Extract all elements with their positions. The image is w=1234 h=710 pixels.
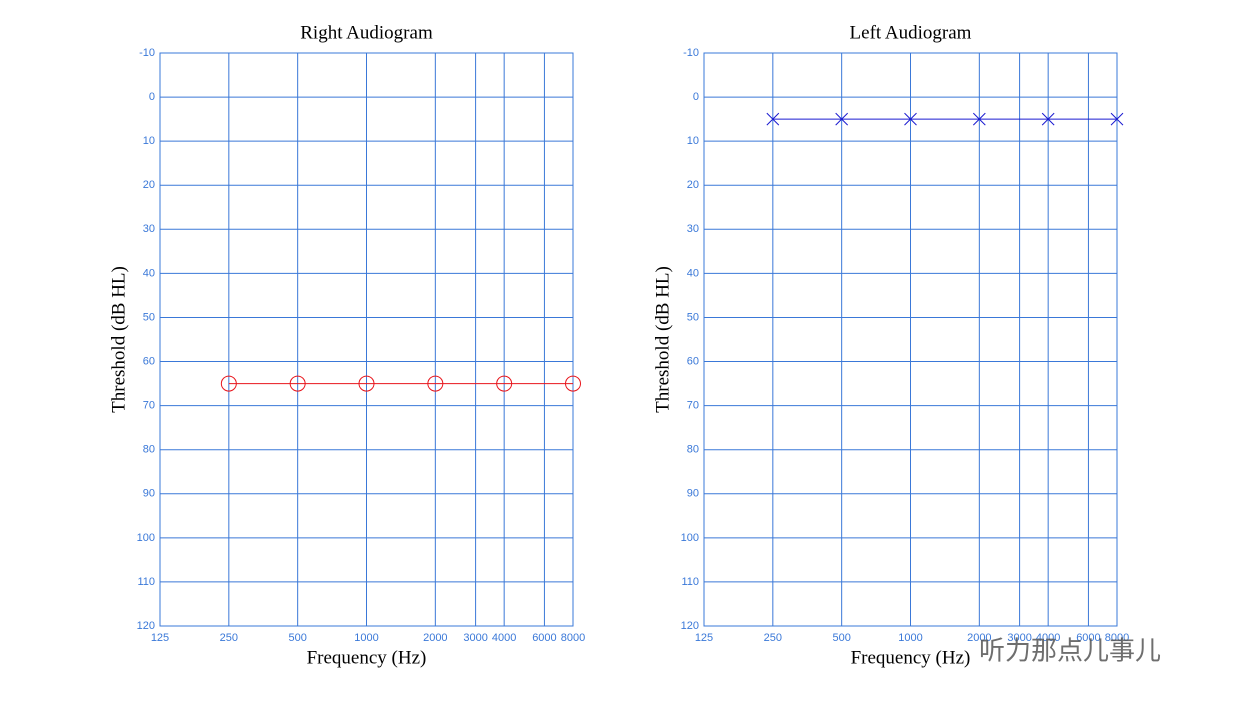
y-tick-label: 0 <box>693 91 699 103</box>
y-tick-label: 100 <box>681 532 699 544</box>
y-tick-label: -10 <box>139 47 155 59</box>
x-tick-label: 1000 <box>354 632 378 644</box>
marker <box>1041 112 1055 126</box>
y-tick-label: 0 <box>149 91 155 103</box>
marker <box>972 112 986 126</box>
y-tick-label: 120 <box>681 620 699 632</box>
y-tick-label: 110 <box>681 576 699 588</box>
y-tick-label: 50 <box>143 311 155 323</box>
chart-title: Left Audiogram <box>850 22 972 43</box>
chart-title: Right Audiogram <box>300 22 433 43</box>
y-tick-label: 80 <box>143 444 155 456</box>
x-axis-label: Frequency (Hz) <box>307 647 427 668</box>
y-tick-label: 60 <box>143 355 155 367</box>
marker <box>220 375 237 392</box>
y-tick-label: 70 <box>687 400 699 412</box>
x-tick-label: 250 <box>764 632 782 644</box>
marker <box>358 375 375 392</box>
x-tick-label: 6000 <box>1076 632 1100 644</box>
y-tick-label: 10 <box>687 135 699 147</box>
y-axis-label: Threshold (dB HL) <box>652 266 673 413</box>
y-tick-label: 90 <box>143 488 155 500</box>
y-tick-label: 40 <box>143 267 155 279</box>
y-tick-label: 100 <box>137 532 155 544</box>
x-tick-label: 125 <box>151 632 169 644</box>
marker <box>427 375 444 392</box>
x-tick-label: 3000 <box>1007 632 1031 644</box>
y-tick-label: -10 <box>683 47 699 59</box>
x-tick-label: 4000 <box>492 632 516 644</box>
y-tick-label: 70 <box>143 400 155 412</box>
marker <box>565 375 581 392</box>
marker <box>289 375 306 392</box>
watermark: 听力那点儿事儿 <box>979 637 1161 667</box>
y-tick-label: 30 <box>143 223 155 235</box>
x-tick-label: 4000 <box>1036 632 1060 644</box>
marker <box>904 112 917 126</box>
x-tick-label: 3000 <box>463 632 487 644</box>
marker <box>496 375 513 392</box>
y-tick-label: 20 <box>687 179 699 191</box>
x-tick-label: 500 <box>832 632 850 644</box>
x-tick-label: 125 <box>695 632 713 644</box>
y-tick-label: 60 <box>687 355 699 367</box>
y-tick-label: 30 <box>687 223 699 235</box>
x-tick-label: 8000 <box>1105 632 1129 644</box>
marker <box>766 112 780 126</box>
x-tick-label: 500 <box>288 632 306 644</box>
x-axis-label: Frequency (Hz) <box>851 647 971 668</box>
x-tick-label: 250 <box>220 632 238 644</box>
x-tick-label: 2000 <box>423 632 447 644</box>
y-tick-label: 90 <box>687 488 699 500</box>
y-tick-label: 10 <box>143 135 155 147</box>
y-axis-label: Threshold (dB HL) <box>108 266 129 413</box>
x-tick-label: 1000 <box>898 632 922 644</box>
marker <box>1110 112 1124 126</box>
plot-frame <box>159 52 574 627</box>
y-tick-label: 20 <box>143 179 155 191</box>
y-tick-label: 80 <box>687 444 699 456</box>
y-tick-label: 40 <box>687 267 699 279</box>
x-tick-label: 8000 <box>561 632 585 644</box>
y-tick-label: 110 <box>137 576 155 588</box>
plot-frame <box>703 52 1118 627</box>
y-tick-label: 120 <box>137 620 155 632</box>
marker <box>835 112 849 126</box>
x-tick-label: 2000 <box>967 632 991 644</box>
x-tick-label: 6000 <box>532 632 556 644</box>
y-tick-label: 50 <box>687 311 699 323</box>
